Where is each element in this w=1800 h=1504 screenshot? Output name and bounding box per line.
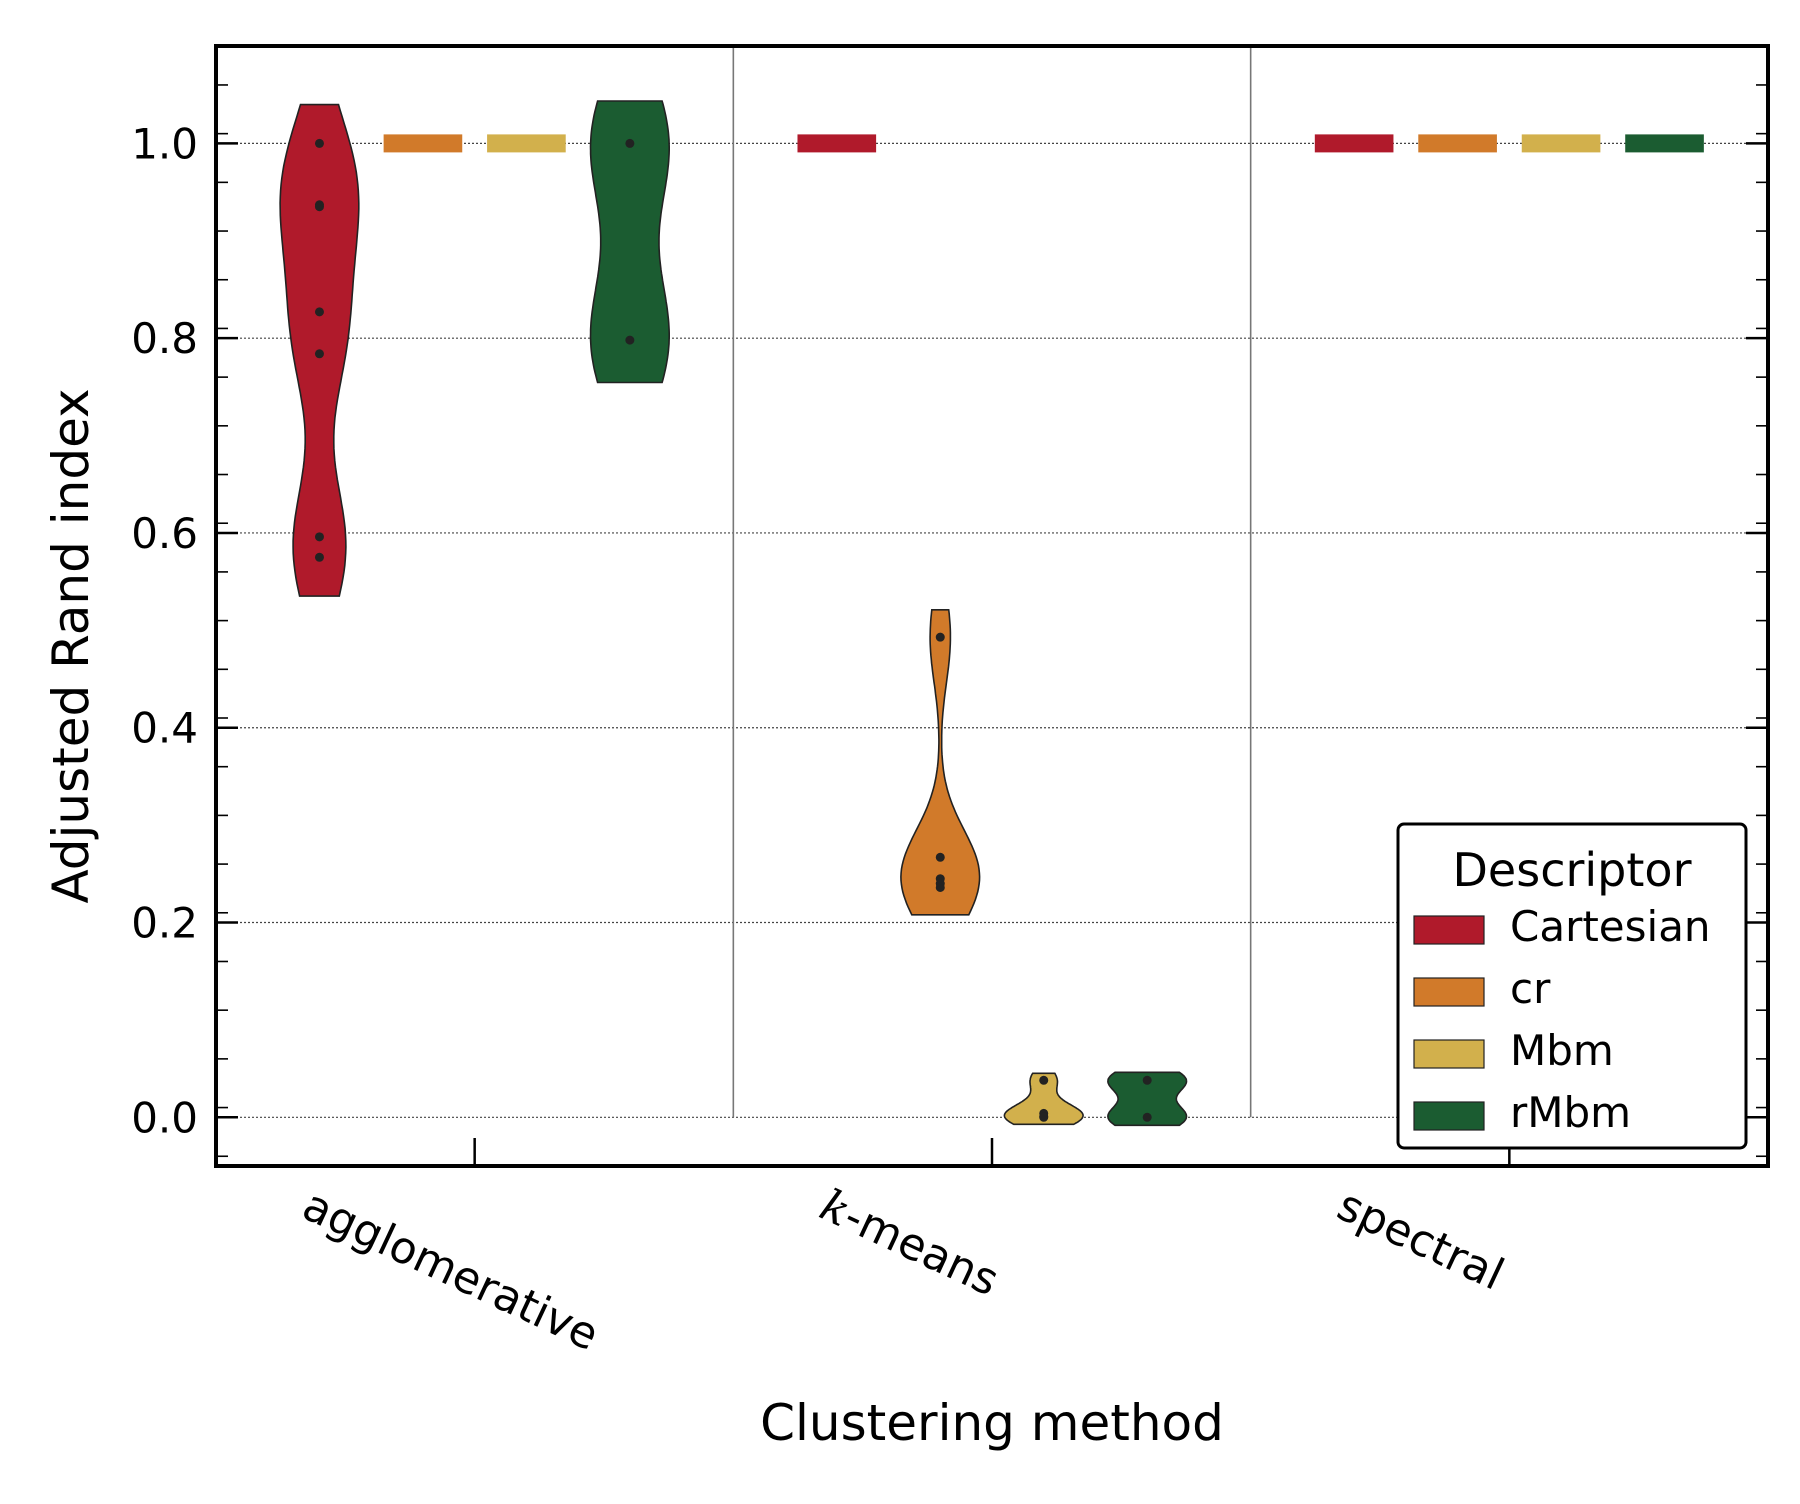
x-tick-label: agglomerative xyxy=(295,1180,606,1361)
plot-frame xyxy=(214,44,1770,1168)
data-point xyxy=(1039,1112,1049,1122)
data-point xyxy=(1142,1075,1152,1085)
y-tick-label: 0.4 xyxy=(131,704,198,753)
violin-cr-k-means xyxy=(900,609,981,916)
y-tick-label: 0.0 xyxy=(131,1093,198,1142)
x-axis-title: Clustering method xyxy=(760,1394,1224,1452)
legend-title: Descriptor xyxy=(1453,843,1692,897)
legend-label: Mbm xyxy=(1510,1026,1614,1075)
data-point xyxy=(1142,1112,1152,1122)
x-tick-label: k-means xyxy=(812,1180,1006,1307)
data-point xyxy=(1039,1075,1049,1085)
y-tick-label: 0.6 xyxy=(131,509,198,558)
data-point xyxy=(935,882,945,892)
data-point xyxy=(314,349,324,359)
y-tick-label: 0.2 xyxy=(131,899,198,948)
legend-label: Cartesian xyxy=(1510,902,1711,951)
data-point xyxy=(314,202,324,212)
legend-swatch-cr xyxy=(1413,977,1485,1007)
violin-Mbm-agglomerative xyxy=(487,134,566,153)
legend-swatch-rMbm xyxy=(1413,1101,1485,1131)
violin-rMbm-spectral xyxy=(1625,134,1704,153)
data-point xyxy=(314,138,324,148)
y-axis-title: Adjusted Rand index xyxy=(42,388,100,903)
violin-cr-agglomerative xyxy=(383,134,463,153)
legend-swatch-Mbm xyxy=(1413,1039,1485,1069)
legend-swatch-Cartesian xyxy=(1413,915,1485,945)
data-point xyxy=(625,335,635,345)
violin-Cartesian-spectral xyxy=(1314,134,1394,153)
violin-Mbm-k-means xyxy=(1003,1072,1084,1126)
violin-rMbm-k-means xyxy=(1107,1071,1188,1127)
data-point xyxy=(314,552,324,562)
data-point xyxy=(935,632,945,642)
violin-Mbm-spectral xyxy=(1521,134,1601,153)
legend-label: rMbm xyxy=(1510,1088,1631,1137)
data-point xyxy=(314,532,324,542)
violin-Cartesian-k-means xyxy=(797,134,877,153)
data-point xyxy=(625,138,635,148)
violin-rMbm-agglomerative xyxy=(589,100,670,384)
y-tick-label: 0.8 xyxy=(131,314,198,363)
y-tick-label: 1.0 xyxy=(131,119,198,168)
legend-box xyxy=(1396,822,1748,1150)
x-tick-label: spectral xyxy=(1330,1180,1512,1301)
legend-label: cr xyxy=(1510,964,1551,1013)
data-point xyxy=(935,852,945,862)
data-point xyxy=(314,307,324,317)
violin-cr-spectral xyxy=(1418,134,1497,153)
